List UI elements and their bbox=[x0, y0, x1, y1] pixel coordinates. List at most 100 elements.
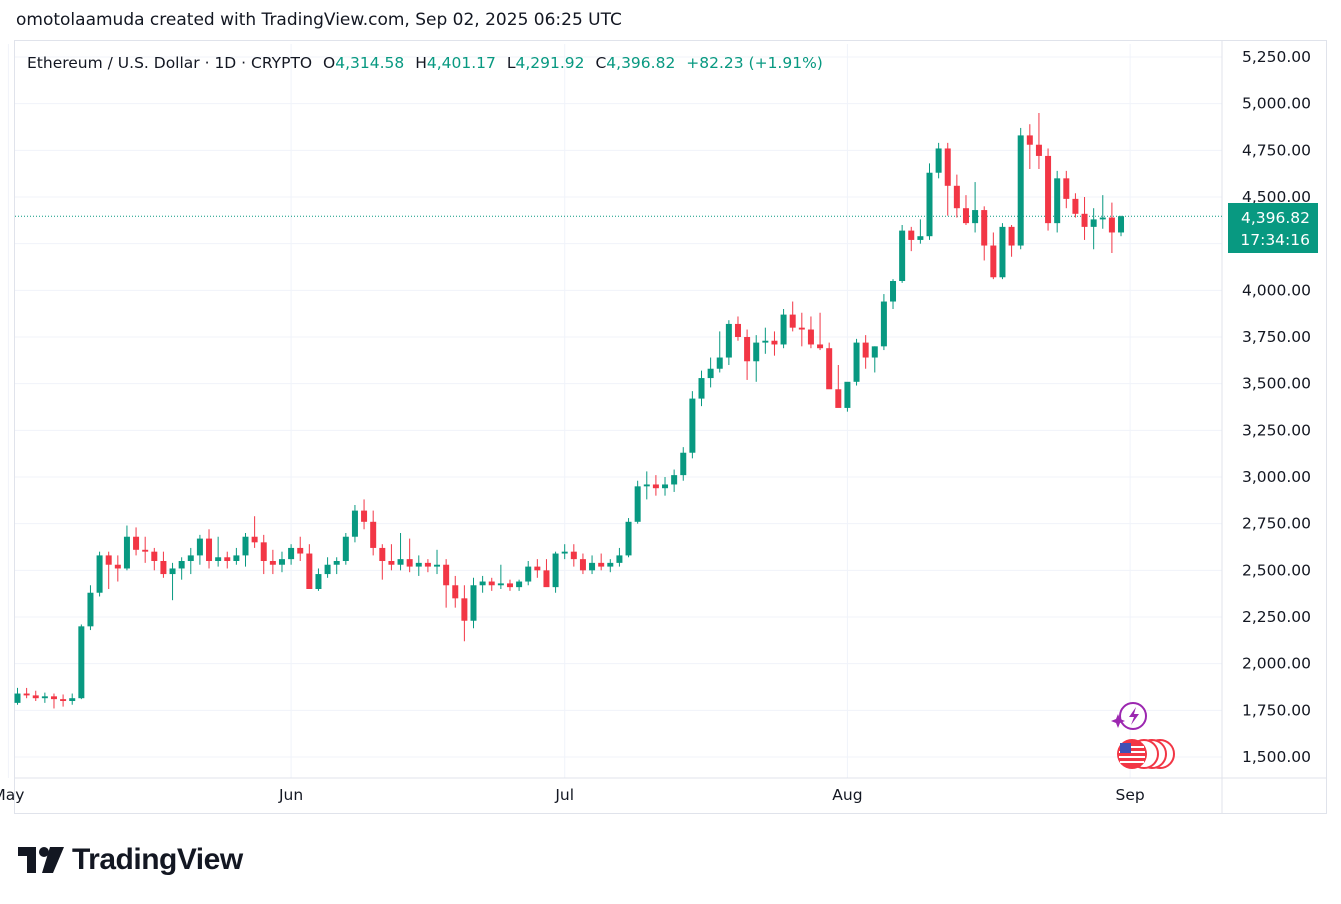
candle bbox=[224, 551, 231, 569]
symbol-title: Ethereum / U.S. Dollar · 1D · CRYPTO bbox=[27, 54, 313, 72]
candle bbox=[935, 142, 942, 179]
candle bbox=[506, 579, 513, 591]
candle bbox=[753, 335, 760, 382]
y-tick-label: 3,000.00 bbox=[1242, 468, 1311, 486]
candle-body bbox=[351, 510, 358, 537]
candle bbox=[443, 559, 450, 608]
candle bbox=[917, 219, 924, 244]
x-tick-label: Jun bbox=[278, 786, 303, 804]
candle bbox=[1108, 202, 1115, 253]
candle-body bbox=[1118, 216, 1125, 233]
candle bbox=[452, 575, 459, 608]
close-value: 4,396.82 bbox=[606, 54, 676, 72]
candle bbox=[461, 585, 468, 642]
candle-body bbox=[242, 536, 249, 556]
candle bbox=[14, 687, 21, 705]
open-label: O bbox=[323, 54, 336, 72]
candle-body bbox=[680, 452, 687, 476]
candle bbox=[333, 557, 340, 575]
tradingview-logo[interactable]: TradingView bbox=[18, 842, 243, 878]
candle-body bbox=[725, 323, 732, 358]
candle-body bbox=[981, 210, 988, 246]
open-value: 4,314.58 bbox=[335, 54, 405, 72]
candle-body bbox=[96, 555, 103, 593]
candle bbox=[807, 316, 814, 349]
candle bbox=[497, 564, 504, 589]
candle bbox=[990, 232, 997, 280]
ideas-icon[interactable] bbox=[1110, 700, 1150, 734]
candle-body bbox=[543, 570, 550, 588]
candle bbox=[835, 365, 842, 408]
candle-body bbox=[780, 314, 787, 345]
candle bbox=[169, 562, 176, 601]
grid-lines bbox=[7, 41, 1326, 813]
candle bbox=[926, 163, 933, 240]
candle bbox=[1008, 225, 1015, 257]
candle-body bbox=[689, 398, 696, 453]
candle-body bbox=[461, 598, 468, 621]
candle bbox=[23, 687, 30, 699]
candle bbox=[762, 327, 769, 354]
candle-body bbox=[288, 547, 295, 560]
candle-body bbox=[1035, 144, 1042, 156]
candle-body bbox=[953, 185, 960, 209]
candle-body bbox=[771, 340, 778, 345]
candle-body bbox=[178, 561, 185, 569]
candle-body bbox=[488, 581, 495, 586]
candle-body bbox=[1108, 217, 1115, 233]
candle-body bbox=[397, 559, 404, 565]
candle-body bbox=[1045, 155, 1052, 224]
candle-body bbox=[862, 342, 869, 358]
candle bbox=[525, 561, 532, 586]
candle-body bbox=[1072, 198, 1079, 214]
candle-body bbox=[361, 510, 368, 522]
candle bbox=[607, 559, 614, 573]
tradingview-logo-icon bbox=[18, 847, 64, 873]
candle bbox=[598, 553, 605, 571]
candle bbox=[151, 547, 158, 571]
candle bbox=[1072, 193, 1079, 218]
candle bbox=[1017, 127, 1024, 250]
y-tick-label: 3,250.00 bbox=[1242, 421, 1311, 439]
candle-body bbox=[133, 536, 140, 550]
candle-body bbox=[652, 484, 659, 489]
y-tick-label: 3,500.00 bbox=[1242, 375, 1311, 393]
candle-body bbox=[634, 486, 641, 522]
chart-frame bbox=[14, 40, 1327, 814]
candle-body bbox=[999, 226, 1006, 278]
y-tick-label: 4,500.00 bbox=[1242, 188, 1311, 206]
candle bbox=[206, 529, 213, 569]
candle bbox=[999, 223, 1006, 280]
candle bbox=[871, 346, 878, 373]
candle-body bbox=[625, 521, 632, 556]
close-label: C bbox=[595, 54, 607, 72]
candle bbox=[406, 538, 413, 573]
candle-body bbox=[215, 557, 222, 561]
candle bbox=[488, 577, 495, 591]
candle bbox=[589, 555, 596, 575]
candle-body bbox=[990, 245, 997, 278]
candle bbox=[981, 206, 988, 261]
economic-events-icon[interactable] bbox=[1114, 737, 1178, 771]
candle bbox=[890, 279, 897, 309]
candle-body bbox=[306, 553, 313, 589]
candle-body bbox=[105, 555, 112, 565]
candle-body bbox=[944, 148, 951, 186]
candle bbox=[744, 329, 751, 380]
candle-body bbox=[552, 553, 559, 588]
candle-body bbox=[160, 561, 167, 575]
y-tick-label: 2,250.00 bbox=[1242, 608, 1311, 626]
candle bbox=[424, 559, 431, 573]
candle bbox=[516, 579, 523, 591]
candle-body bbox=[926, 172, 933, 237]
candle-body bbox=[890, 281, 897, 302]
candle bbox=[187, 547, 194, 575]
candle-body bbox=[853, 342, 860, 382]
candle bbox=[552, 551, 559, 593]
x-tick-label: May bbox=[0, 786, 24, 804]
candle bbox=[944, 142, 951, 216]
candle bbox=[114, 555, 121, 582]
candle bbox=[1090, 208, 1097, 250]
y-tick-label: 5,000.00 bbox=[1242, 95, 1311, 113]
